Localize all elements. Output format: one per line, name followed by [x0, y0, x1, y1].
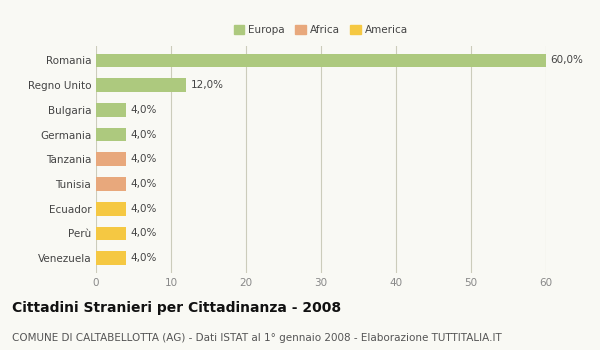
Text: 4,0%: 4,0%	[131, 130, 157, 140]
Text: Cittadini Stranieri per Cittadinanza - 2008: Cittadini Stranieri per Cittadinanza - 2…	[12, 301, 341, 315]
Bar	[96, 153, 126, 166]
Text: COMUNE DI CALTABELLOTTA (AG) - Dati ISTAT al 1° gennaio 2008 - Elaborazione TUTT: COMUNE DI CALTABELLOTTA (AG) - Dati ISTA…	[12, 333, 502, 343]
Bar	[96, 54, 546, 67]
Text: 4,0%: 4,0%	[131, 179, 157, 189]
Text: 4,0%: 4,0%	[131, 105, 157, 115]
Bar	[96, 227, 126, 240]
Legend: Europa, Africa, America: Europa, Africa, America	[230, 21, 412, 40]
Bar	[96, 103, 126, 117]
Text: 4,0%: 4,0%	[131, 154, 157, 164]
Bar	[96, 177, 126, 191]
Text: 60,0%: 60,0%	[551, 55, 583, 65]
Text: 4,0%: 4,0%	[131, 229, 157, 238]
Bar	[96, 128, 126, 141]
Bar	[96, 202, 126, 216]
Text: 12,0%: 12,0%	[191, 80, 223, 90]
Bar	[96, 78, 186, 92]
Text: 4,0%: 4,0%	[131, 253, 157, 263]
Text: 4,0%: 4,0%	[131, 204, 157, 214]
Bar	[96, 251, 126, 265]
